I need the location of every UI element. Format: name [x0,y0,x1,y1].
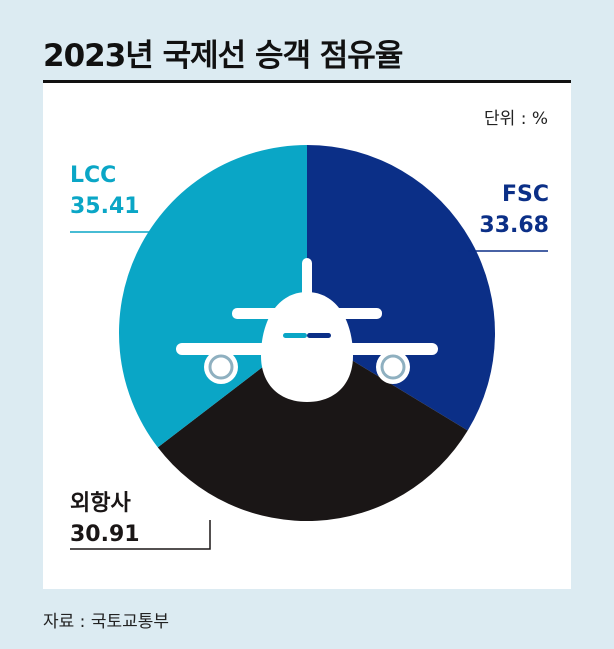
source-note: 자료 : 국토교통부 [43,612,170,632]
foreign-airlines-name: 외항사 [70,491,131,516]
chart-title: 2023년 국제선 승객 점유율 [43,38,403,74]
pie-slice-lcc [118,145,307,448]
foreign-airlines-value: 30.91 [70,522,140,547]
lcc-name: LCC [70,163,117,188]
pie-slice-fsc [307,145,495,431]
pie-slices [118,145,495,521]
title-rule [43,80,571,83]
airplane-icon [176,258,438,402]
slice-label-fsc: FSC 33.68 [479,179,549,241]
slice-label-foreign-airlines: 외항사 30.91 [70,488,140,550]
pie-slice-other [157,333,468,521]
leader-line-other [70,520,211,550]
slice-label-lcc: LCC 35.41 [70,160,140,222]
fsc-name: FSC [501,182,549,207]
unit-label: 단위 : % [484,109,548,129]
fsc-value: 33.68 [479,213,549,238]
lcc-value: 35.41 [70,194,140,219]
